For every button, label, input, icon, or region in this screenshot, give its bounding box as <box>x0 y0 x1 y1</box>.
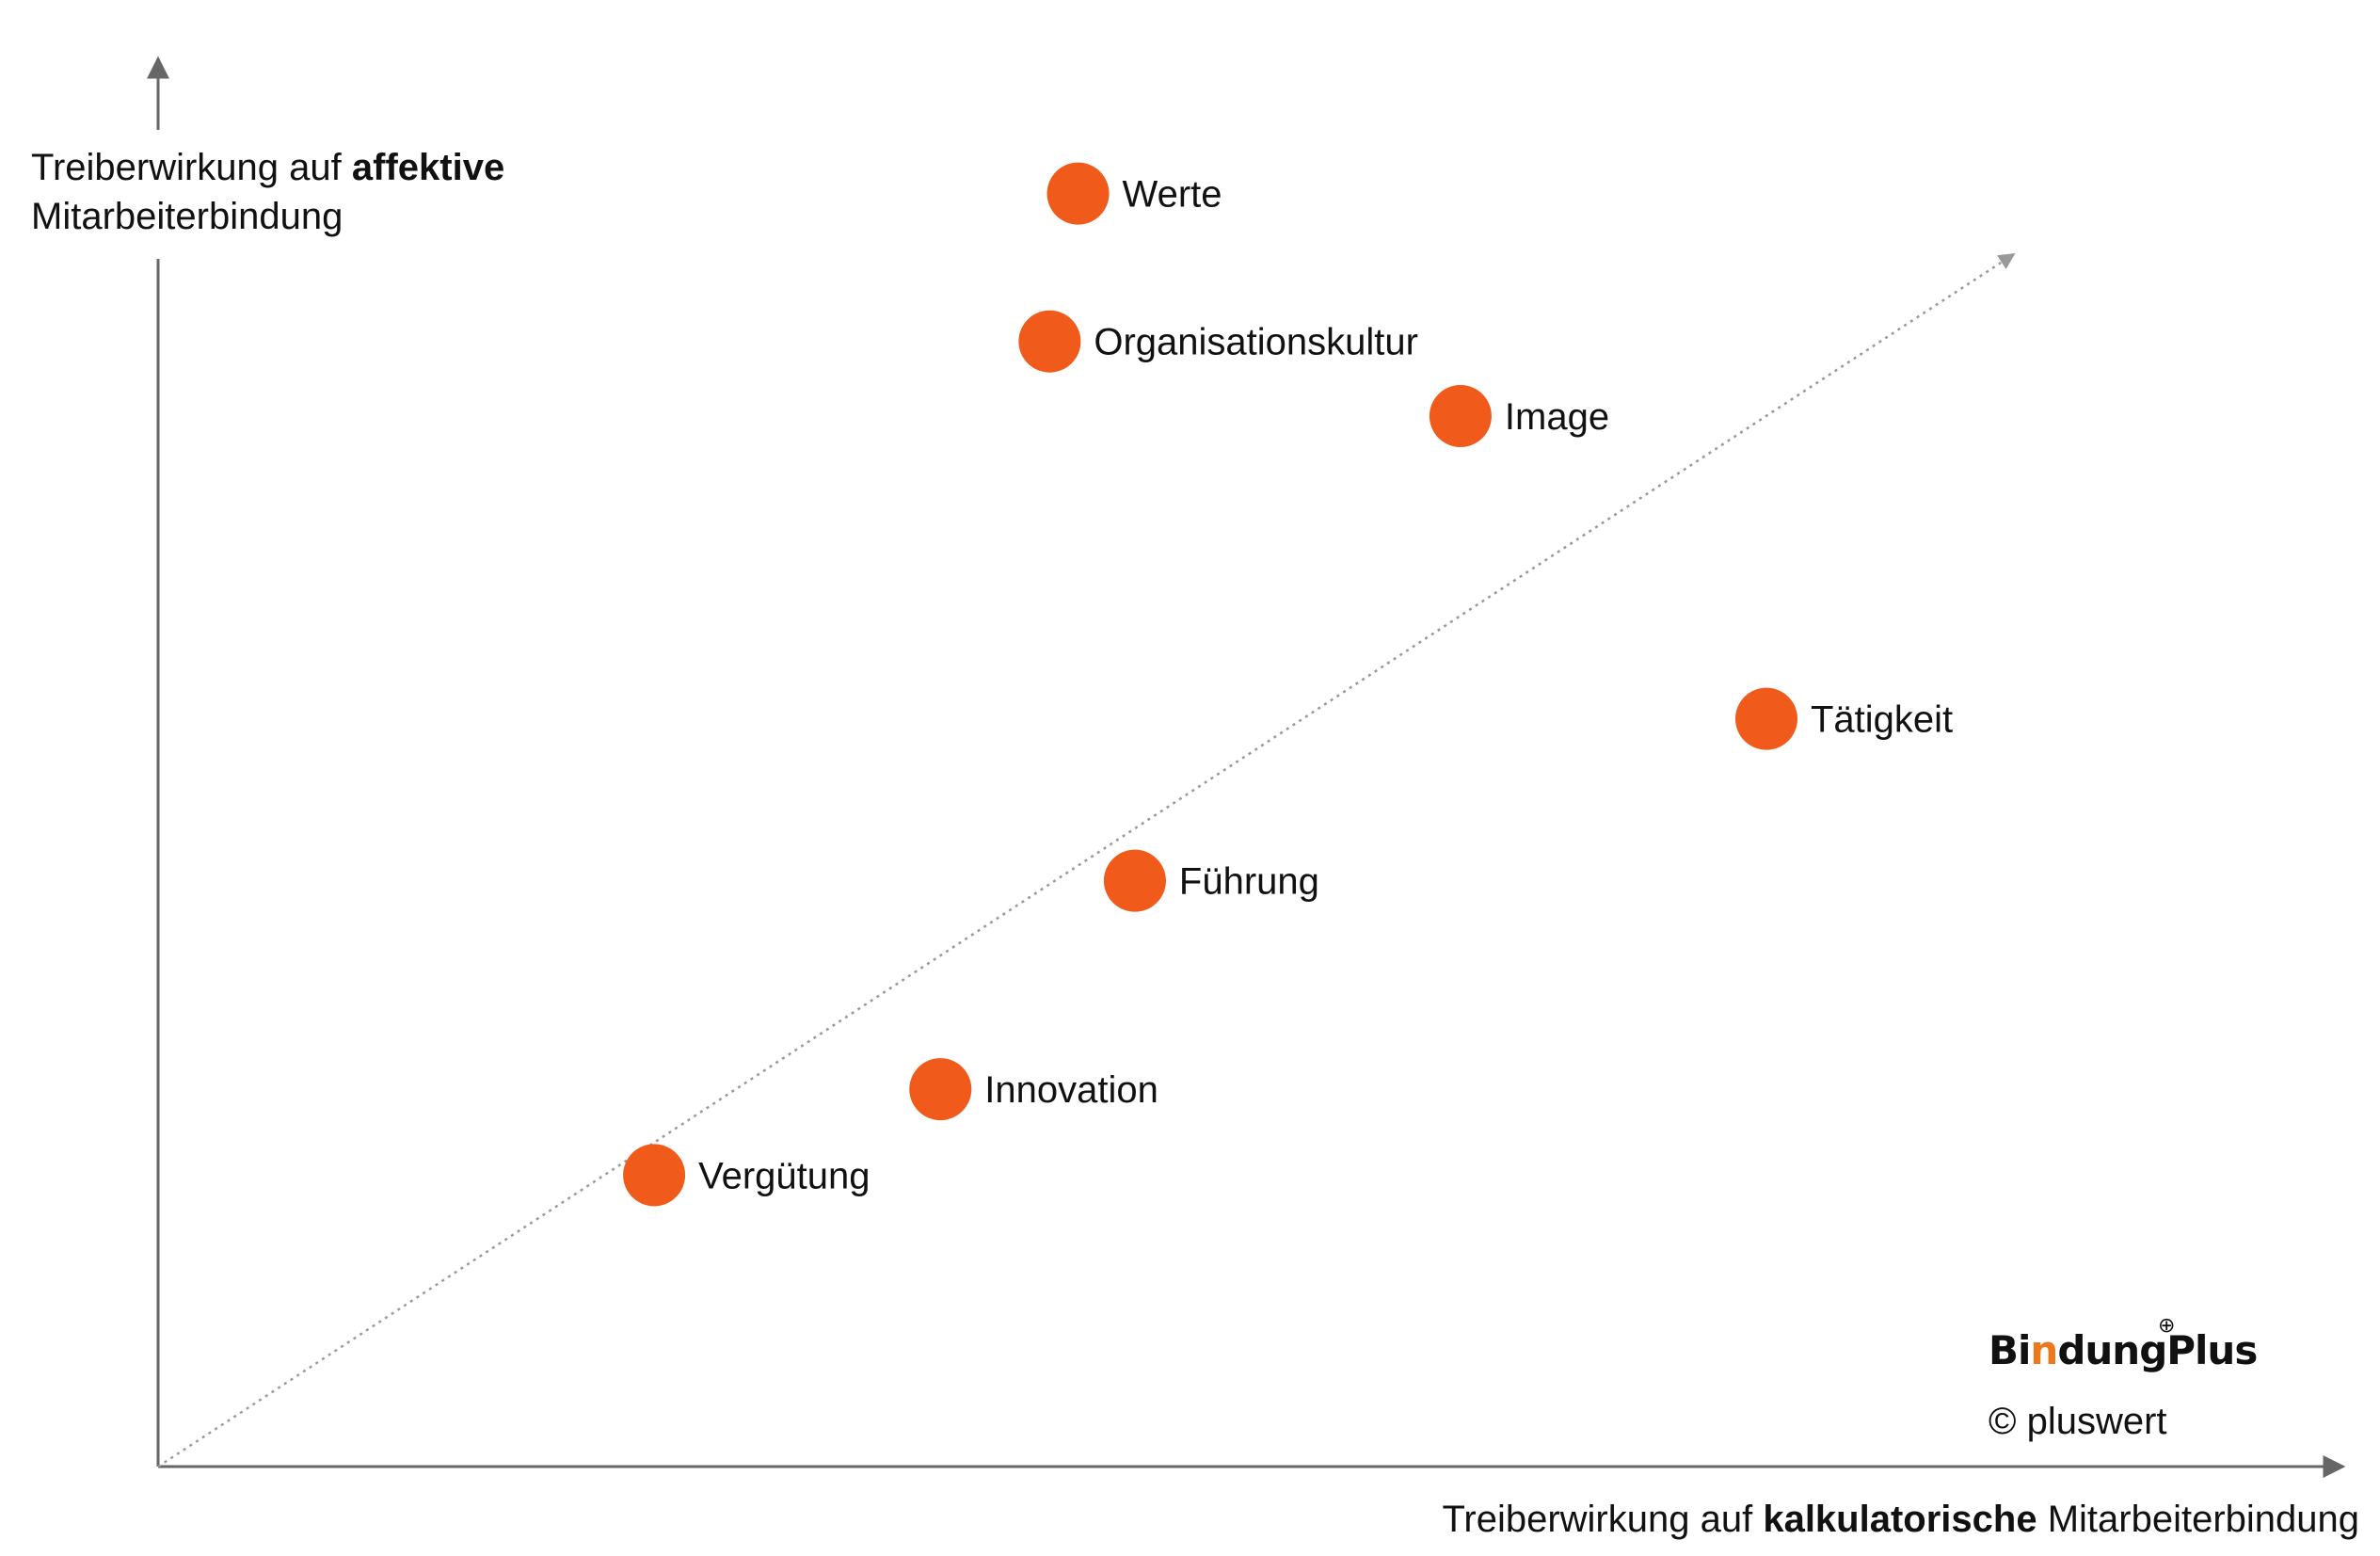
data-label-t-tigkeit: Tätigkeit <box>1811 699 1953 741</box>
logo-plus-icon: ⊕ <box>2158 1314 2175 1338</box>
x-axis-label-bold: kalkulatorische <box>1763 1499 2037 1540</box>
data-point-f-hrung <box>1103 849 1166 912</box>
data-point-t-tigkeit <box>1734 687 1797 750</box>
data-points-layer: Werte Organisationskultur Image Tätigkeit Fü… <box>623 162 1953 1207</box>
logo-text-accent: n <box>2030 1327 2058 1373</box>
bindungplus-logo: BindungPlus ⊕ <box>1989 1314 2258 1373</box>
y-axis-label-bold: affektive <box>351 147 505 188</box>
y-axis-label-prefix: Treiberwirkung auf <box>31 147 352 188</box>
data-point-werte <box>1046 162 1110 225</box>
copyright-notice: © pluswert <box>1989 1401 2167 1442</box>
data-point-verg-tung <box>623 1144 686 1207</box>
y-axis-label: Treiberwirkung auf affektive Mitarbeiter… <box>31 143 504 241</box>
diagonal-reference-line <box>157 252 2016 1468</box>
data-label-organisationskultur: Organisationskultur <box>1094 322 1418 363</box>
data-label-image: Image <box>1505 396 1609 438</box>
data-point-organisationskultur <box>1018 310 1081 373</box>
data-label-werte: Werte <box>1123 174 1222 216</box>
data-label-verg-tung: Vergütung <box>698 1155 870 1196</box>
data-point-image <box>1429 384 1492 447</box>
data-label-f-hrung: Führung <box>1179 861 1319 903</box>
x-axis-label-suffix: Mitarbeiterbindung <box>2037 1499 2359 1540</box>
data-point-innovation <box>909 1058 972 1121</box>
logo-text-part1: Bi <box>1989 1327 2031 1373</box>
x-axis-label-prefix: Treiberwirkung auf <box>1442 1499 1764 1540</box>
y-axis-label-line2: Mitarbeiterbindung <box>31 196 343 237</box>
x-axis-label: Treiberwirkung auf kalkulatorische Mitar… <box>1442 1495 2359 1544</box>
y-axis-label-line1: Treiberwirkung auf affektive <box>31 143 504 192</box>
logo-text-part2: dungPlus <box>2057 1327 2258 1373</box>
data-label-innovation: Innovation <box>984 1069 1158 1111</box>
